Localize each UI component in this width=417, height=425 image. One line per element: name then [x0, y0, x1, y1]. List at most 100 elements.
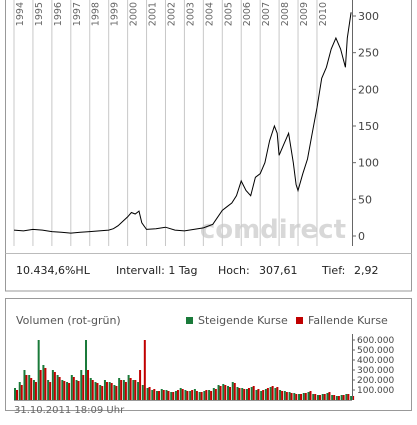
volume-bar	[274, 388, 277, 400]
volume-bar	[34, 382, 37, 400]
volume-bar	[352, 396, 355, 400]
volume-bar	[91, 380, 94, 400]
volume-bar	[118, 378, 121, 400]
volume-bar	[61, 380, 64, 400]
volume-bar	[139, 370, 142, 400]
volume-bar	[323, 394, 326, 400]
volume-bar	[174, 391, 177, 400]
volume-bar	[20, 385, 23, 400]
x-tick-label: 1994	[15, 2, 26, 26]
volume-bar	[162, 390, 165, 400]
volume-bar	[49, 382, 52, 400]
x-tick-label: 1998	[91, 2, 102, 26]
volume-bar	[87, 370, 90, 400]
volume-bar	[172, 392, 175, 400]
volume-bar	[288, 392, 291, 400]
volume-bar	[298, 394, 301, 400]
legend-label: Steigende Kurse	[198, 314, 288, 327]
volume-bar	[94, 382, 97, 400]
x-tick-label: 1995	[34, 2, 45, 26]
volume-bar	[307, 392, 310, 400]
low-label: Tief:	[321, 264, 345, 277]
volume-bar	[208, 390, 211, 400]
volume-bar	[141, 385, 144, 400]
volume-bar	[328, 392, 331, 400]
low: 2,92	[354, 264, 379, 277]
high-label: Hoch:	[218, 264, 250, 277]
volume-bar	[335, 396, 338, 400]
price-line	[13, 12, 352, 234]
volume-bar	[309, 391, 312, 400]
y-tick-label: 0	[358, 230, 365, 243]
volume-bar	[255, 390, 258, 400]
volume-bar	[337, 396, 340, 400]
volume-bar	[51, 370, 54, 400]
volume-bar	[75, 380, 78, 400]
x-tick-label: 2009	[299, 2, 310, 26]
volume-bar	[212, 388, 215, 400]
volume-bar	[304, 393, 307, 400]
x-tick-label: 2001	[148, 2, 159, 26]
bottom-frame	[5, 298, 412, 411]
volume-bar	[110, 383, 113, 400]
x-tick-label: 2007	[261, 2, 272, 26]
volume-bar	[266, 388, 269, 400]
x-tick-label: 1996	[53, 2, 64, 26]
volume-bar	[63, 381, 66, 400]
volume-bar	[314, 394, 317, 400]
volume-bar	[32, 380, 35, 400]
volume-bar	[302, 393, 305, 400]
volume-bar	[30, 378, 33, 400]
volume-bar	[260, 391, 263, 400]
volume-bar	[44, 368, 47, 400]
volume-bar	[47, 380, 50, 400]
legend-swatch	[296, 317, 303, 324]
x-tick-label: 2006	[242, 2, 253, 26]
volume-bar	[176, 390, 179, 400]
volume-bar	[160, 389, 163, 400]
volume-bar	[236, 387, 239, 400]
volume-bar	[181, 389, 184, 400]
volume-bar	[58, 377, 61, 400]
volume-bar	[72, 377, 75, 400]
volume-bar	[124, 382, 127, 400]
volume-bar	[120, 380, 123, 400]
x-tick-label: 2004	[204, 2, 215, 26]
volume-bar	[170, 392, 173, 400]
volume-bar	[241, 388, 244, 400]
volume-bar	[295, 394, 298, 400]
volume-bar	[16, 390, 18, 400]
volume-bar	[151, 390, 154, 400]
watermark: comdirect	[200, 215, 346, 245]
volume-bar	[193, 389, 196, 400]
volume-bar	[103, 380, 106, 400]
volume-bar	[143, 340, 146, 400]
volume-bar	[271, 386, 274, 400]
x-tick-label: 2000	[129, 2, 140, 26]
volume-bar	[186, 391, 189, 400]
volume-bar	[229, 387, 232, 400]
volume-bar	[210, 391, 213, 400]
volume-bar	[108, 382, 111, 400]
volume-bar	[318, 395, 321, 400]
volume-bar	[66, 382, 69, 400]
volume-bar	[156, 391, 159, 400]
volume-bar	[179, 388, 182, 400]
volume-bar	[101, 386, 104, 400]
y-tick-label: 500.000	[357, 346, 394, 356]
volume-bar	[23, 370, 26, 400]
volume-bar	[28, 375, 31, 400]
volume-bar	[222, 384, 225, 400]
x-tick-label: 2005	[223, 2, 234, 26]
volume-bar	[312, 394, 315, 400]
volume-bar	[158, 391, 161, 400]
volume-bar	[350, 396, 353, 400]
volume-bar	[316, 395, 319, 400]
volume-bar	[300, 394, 303, 400]
volume-bar	[148, 387, 151, 400]
volume-bar	[205, 390, 208, 400]
volume-bar	[56, 375, 59, 400]
volume-bar	[153, 389, 156, 400]
